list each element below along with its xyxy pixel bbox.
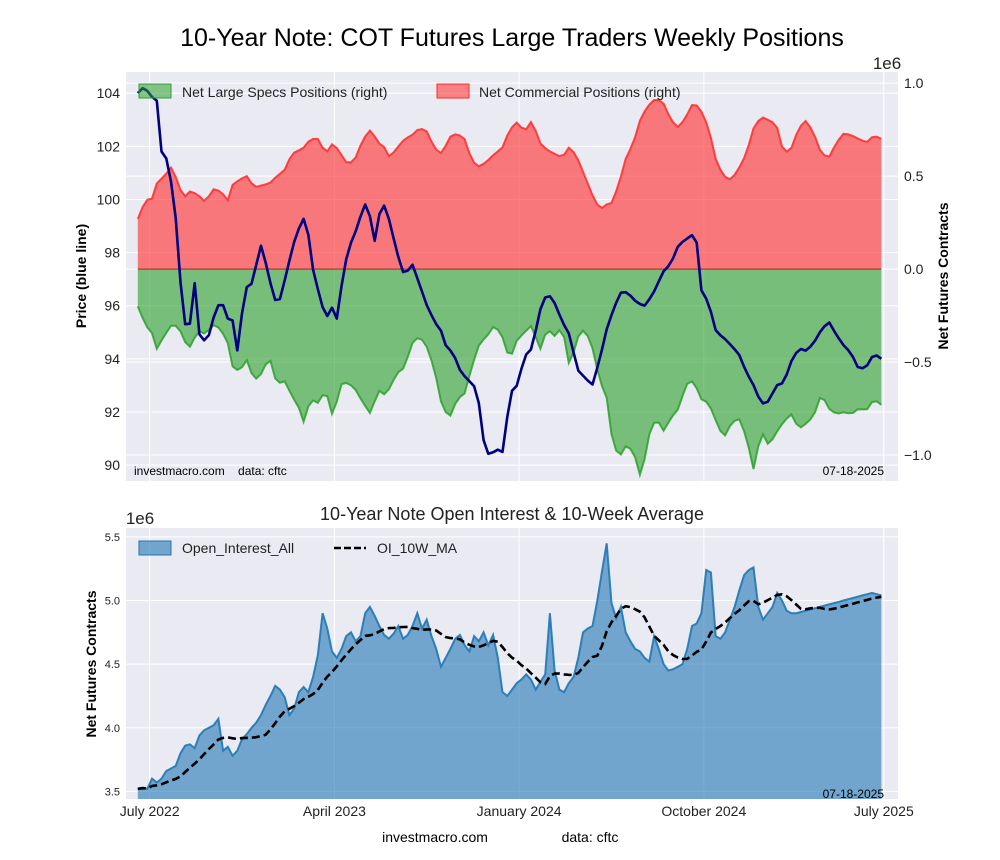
price-line-layer (136, 86, 883, 456)
price-line (136, 86, 883, 456)
right-tick-label: −1.0 (904, 447, 932, 463)
top-legend: Net Large Specs Positions (right) Net Co… (138, 83, 681, 100)
right-axis-ticks: −1.0 −0.5 0.0 0.5 1.0 (904, 75, 932, 463)
bottom-axis-ticks: 3.5 4.0 4.5 5.0 5.5 July 2022 April 2023 Januar… (105, 532, 914, 819)
footer-data: data: cftc (562, 829, 619, 845)
bottom-chart-title: 10-Year Note Open Interest & 10-Week Ave… (320, 504, 704, 524)
legend-label-commercial: Net Commercial Positions (right) (479, 84, 681, 100)
open-interest-line (137, 543, 882, 790)
left-tick-label: 92 (104, 404, 120, 420)
left-tick-label: 104 (97, 85, 121, 101)
bottom-date-annotation: 07-18-2025 (823, 787, 885, 801)
net-large-specs-area-edge (136, 305, 882, 479)
legend-swatch-open-interest (138, 540, 172, 556)
left-tick-label: 96 (104, 298, 120, 314)
bottom-y-tick-label: 4.0 (105, 723, 120, 735)
top-area-series (136, 98, 882, 479)
left-tick-label: 100 (97, 191, 121, 207)
x-tick-label: July 2025 (854, 803, 914, 819)
bottom-y-tick-label: 4.5 (105, 659, 120, 671)
left-axis-ticks: 90 92 94 96 98 100 102 104 (97, 85, 121, 473)
left-tick-label: 94 (104, 351, 120, 367)
right-tick-label: 0.0 (904, 261, 924, 277)
right-tick-label: −0.5 (904, 354, 932, 370)
net-commercial-area-edge (136, 98, 882, 220)
x-tick-label: October 2024 (661, 803, 746, 819)
open-interest-area (137, 543, 882, 799)
x-tick-label: April 2023 (303, 803, 366, 819)
x-tick-label: July 2022 (120, 803, 180, 819)
bottom-y-tick-label: 5.0 (105, 596, 120, 608)
chart-title: 10-Year Note: COT Futures Large Traders … (180, 24, 844, 52)
top-source-annotation: investmacro.com data: cftc (134, 464, 287, 478)
left-tick-label: 102 (97, 138, 121, 154)
bottom-panel: 10-Year Note Open Interest & 10-Week Ave… (83, 504, 914, 819)
legend-swatch-specs (138, 83, 172, 99)
top-panel: 90 92 94 96 98 100 102 104 −1.0 −0.5 0.0 0.5 1.0 1e… (73, 54, 951, 481)
net-commercial-area (137, 100, 882, 270)
bottom-y-tick-label: 5.5 (105, 532, 120, 544)
legend-swatch-commercial (436, 83, 470, 99)
legend-label-open-interest: Open_Interest_All (182, 540, 294, 556)
left-tick-label: 98 (104, 245, 120, 261)
open-interest-layer (137, 543, 882, 799)
top-date-annotation: 07-18-2025 (823, 464, 885, 478)
bottom-y-axis-label: Net Futures Contracts (83, 590, 99, 737)
x-tick-label: January 2024 (477, 803, 562, 819)
bottom-offset-label: 1e6 (126, 509, 154, 528)
footer-source: investmacro.com (382, 829, 488, 845)
bottom-y-tick-label: 3.5 (105, 786, 120, 798)
right-axis-label: Net Futures Contracts (935, 202, 951, 349)
left-axis-label: Price (blue line) (73, 224, 89, 328)
legend-label-ma: OI_10W_MA (377, 540, 458, 556)
moving-average-line (137, 592, 882, 791)
right-tick-label: 0.5 (904, 168, 924, 184)
right-tick-label: 1.0 (904, 75, 924, 91)
bottom-legend: Open_Interest_All OI_10W_MA (138, 540, 458, 556)
legend-label-specs: Net Large Specs Positions (right) (182, 84, 387, 100)
net-large-specs-area (137, 269, 882, 475)
left-tick-label: 90 (104, 457, 120, 473)
right-axis-offset-label: 1e6 (873, 54, 901, 73)
